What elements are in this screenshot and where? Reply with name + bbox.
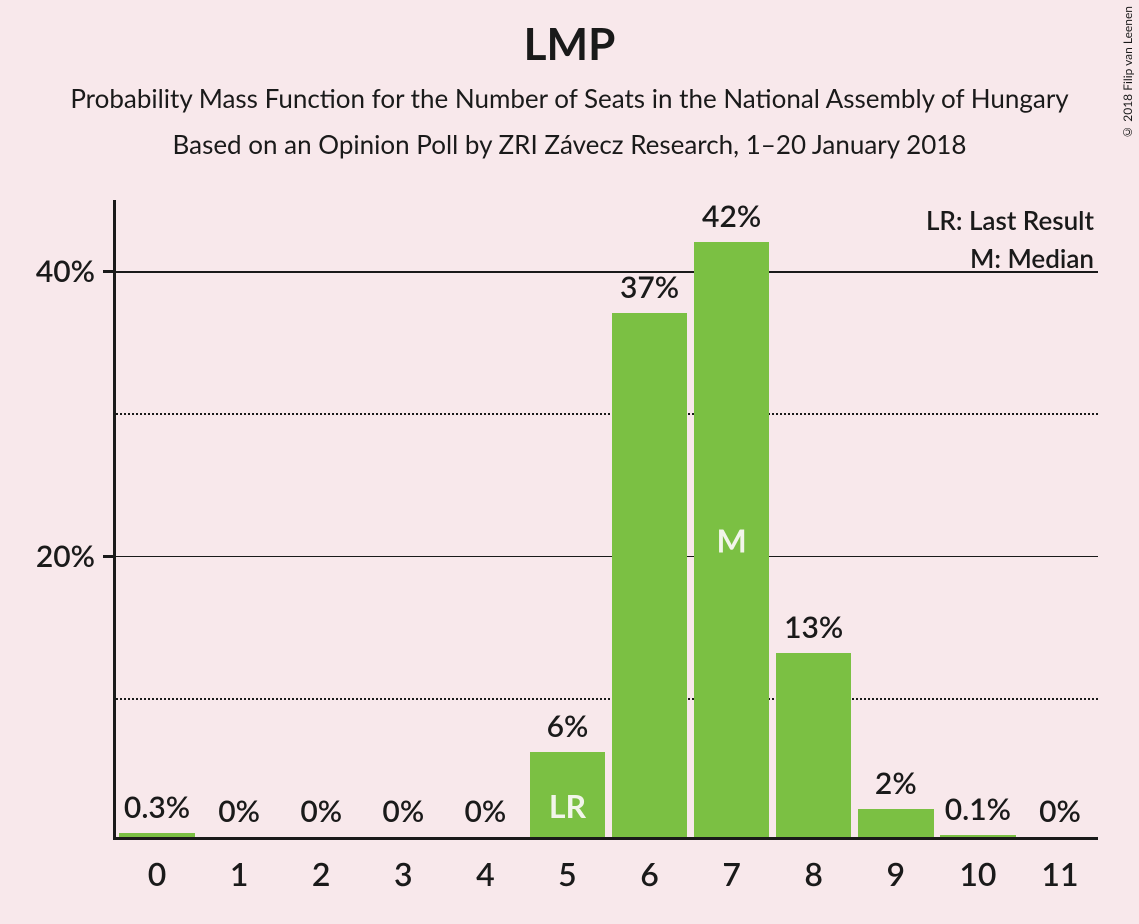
bar-value-label: 0%	[300, 793, 342, 829]
bar-value-label: 37%	[620, 269, 679, 305]
x-tick-label: 8	[804, 854, 823, 893]
bar-lr-marker: LR	[549, 786, 586, 825]
bar-value-label: 2%	[875, 765, 917, 801]
chart-plot-area: LR: Last Result M: Median 20%40%00.3%10%…	[113, 200, 1098, 840]
gridline-major	[116, 271, 1098, 273]
bar: 37%	[612, 313, 688, 837]
x-tick-label: 11	[1041, 854, 1078, 893]
bar-value-label: 13%	[784, 609, 843, 645]
bar-value-label: 42%	[702, 198, 761, 234]
y-tick-mark	[103, 555, 113, 558]
x-tick-label: 6	[640, 854, 659, 893]
bar-value-label: 0%	[1039, 793, 1081, 829]
x-tick-label: 9	[887, 854, 906, 893]
bar-value-label: 6%	[547, 708, 589, 744]
gridline-minor	[116, 698, 1098, 700]
x-tick-label: 0	[148, 854, 167, 893]
bar: 6%LR	[530, 752, 606, 837]
bar: 2%	[858, 809, 934, 837]
gridline-minor	[116, 413, 1098, 415]
bar-value-label: 0%	[218, 793, 260, 829]
y-tick-mark	[103, 270, 113, 273]
bar-value-label: 0.1%	[945, 791, 1011, 827]
bar: 42%M	[694, 242, 770, 837]
bar-value-label: 0.3%	[124, 789, 190, 825]
x-tick-label: 7	[722, 854, 741, 893]
gridline-major	[116, 556, 1098, 558]
bar-value-label: 0%	[382, 793, 424, 829]
copyright-text: © 2018 Filip van Leenen	[1120, 6, 1135, 140]
chart-subtitle-2: Based on an Opinion Poll by ZRI Závecz R…	[0, 128, 1139, 160]
bar: 0.1%	[940, 835, 1016, 837]
chart-title: LMP	[0, 0, 1139, 70]
legend-m: M: Median	[970, 242, 1094, 274]
y-tick-label: 40%	[36, 253, 95, 289]
x-tick-label: 1	[230, 854, 249, 893]
x-tick-label: 3	[394, 854, 413, 893]
bar-value-label: 0%	[464, 793, 506, 829]
x-axis	[113, 837, 1098, 840]
legend-lr: LR: Last Result	[926, 204, 1094, 236]
y-axis	[113, 200, 116, 840]
x-tick-label: 2	[312, 854, 331, 893]
y-tick-label: 20%	[36, 538, 95, 574]
bar-median-marker: M	[716, 520, 746, 559]
x-tick-label: 5	[558, 854, 577, 893]
x-tick-label: 4	[476, 854, 495, 893]
chart-subtitle-1: Probability Mass Function for the Number…	[0, 82, 1139, 114]
x-tick-label: 10	[959, 854, 996, 893]
bar: 13%	[776, 653, 852, 837]
bar: 0.3%	[119, 833, 195, 837]
